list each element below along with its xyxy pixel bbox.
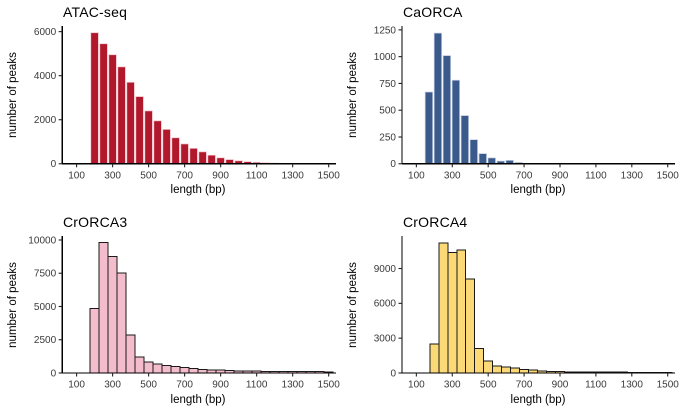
- svg-text:500: 500: [480, 170, 497, 181]
- svg-text:4000: 4000: [34, 71, 57, 82]
- x-axis-label: length (bp): [170, 394, 226, 406]
- chart-title-caorca: CaORCA: [403, 4, 463, 20]
- svg-text:6000: 6000: [34, 27, 57, 38]
- svg-text:100: 100: [68, 380, 85, 391]
- svg-text:500: 500: [480, 380, 497, 391]
- svg-text:0: 0: [390, 368, 396, 379]
- svg-text:1300: 1300: [621, 380, 644, 391]
- svg-text:1250: 1250: [374, 25, 397, 36]
- svg-text:500: 500: [379, 106, 396, 117]
- histogram-atac-seq: 100 300 500 700 900 1100 1300 1500 0 2000 4000 6000: [34, 26, 340, 181]
- svg-text:100: 100: [408, 380, 425, 391]
- svg-text:100: 100: [68, 170, 85, 181]
- svg-text:700: 700: [176, 380, 193, 391]
- svg-text:1500: 1500: [318, 170, 340, 181]
- panel-caorca: CaORCA number of peaks length (bp) 100 30…: [340, 0, 679, 210]
- x-axis-label: length (bp): [510, 394, 566, 406]
- svg-text:300: 300: [104, 170, 121, 181]
- svg-text:500: 500: [140, 380, 157, 391]
- histogram-caorca: 100 300 500 700 900 1100 1300 1500 0 250 500 750 100…: [374, 25, 679, 181]
- panel-crorca3: CrORCA3 number of peaks length (bp) 100 3…: [0, 210, 340, 419]
- svg-text:7500: 7500: [34, 269, 57, 280]
- histogram-crorca4: 100 300 500 700 900 1100 1300 1500 0 3000 6000 9000: [374, 236, 679, 391]
- svg-text:500: 500: [140, 170, 157, 181]
- svg-text:1100: 1100: [585, 380, 607, 391]
- svg-text:900: 900: [552, 380, 569, 391]
- svg-text:10000: 10000: [28, 235, 56, 246]
- svg-text:1100: 1100: [246, 170, 268, 181]
- svg-text:0: 0: [51, 368, 57, 379]
- x-axis-label: length (bp): [510, 184, 566, 196]
- svg-text:2000: 2000: [34, 115, 57, 126]
- svg-text:1100: 1100: [585, 170, 607, 181]
- svg-text:6000: 6000: [374, 299, 397, 310]
- svg-text:700: 700: [516, 170, 533, 181]
- svg-text:1100: 1100: [246, 380, 268, 391]
- svg-text:750: 750: [379, 79, 396, 90]
- svg-text:1300: 1300: [282, 380, 305, 391]
- chart-title-atac-seq: ATAC-seq: [63, 4, 128, 20]
- svg-text:0: 0: [51, 159, 57, 170]
- svg-text:1500: 1500: [657, 380, 679, 391]
- svg-text:900: 900: [552, 170, 569, 181]
- x-axis-label: length (bp): [170, 184, 226, 196]
- svg-text:700: 700: [176, 170, 193, 181]
- svg-text:1300: 1300: [621, 170, 644, 181]
- svg-text:1500: 1500: [657, 170, 679, 181]
- histogram-crorca3: 100 300 500 700 900 1100 1300 1500 0 2500 5000 7500…: [28, 235, 340, 391]
- svg-text:1000: 1000: [374, 52, 397, 63]
- panel-atac-seq: ATAC-seq number of peaks length (bp) 100…: [0, 0, 340, 210]
- svg-text:3000: 3000: [374, 334, 397, 345]
- chart-title-crorca3: CrORCA3: [63, 214, 128, 230]
- panel-crorca4: CrORCA4 number of peaks length (bp) 100 3…: [340, 210, 679, 419]
- svg-text:9000: 9000: [374, 264, 397, 275]
- svg-text:2500: 2500: [34, 335, 57, 346]
- svg-text:300: 300: [104, 380, 121, 391]
- svg-text:1500: 1500: [318, 380, 340, 391]
- svg-text:1300: 1300: [282, 170, 305, 181]
- svg-text:700: 700: [516, 380, 533, 391]
- svg-text:900: 900: [212, 170, 229, 181]
- svg-text:250: 250: [379, 132, 396, 143]
- svg-text:100: 100: [408, 170, 425, 181]
- svg-text:300: 300: [444, 170, 461, 181]
- svg-text:900: 900: [212, 380, 229, 391]
- chart-title-crorca4: CrORCA4: [403, 214, 468, 230]
- svg-text:300: 300: [444, 380, 461, 391]
- svg-text:5000: 5000: [34, 302, 57, 313]
- svg-text:0: 0: [390, 159, 396, 170]
